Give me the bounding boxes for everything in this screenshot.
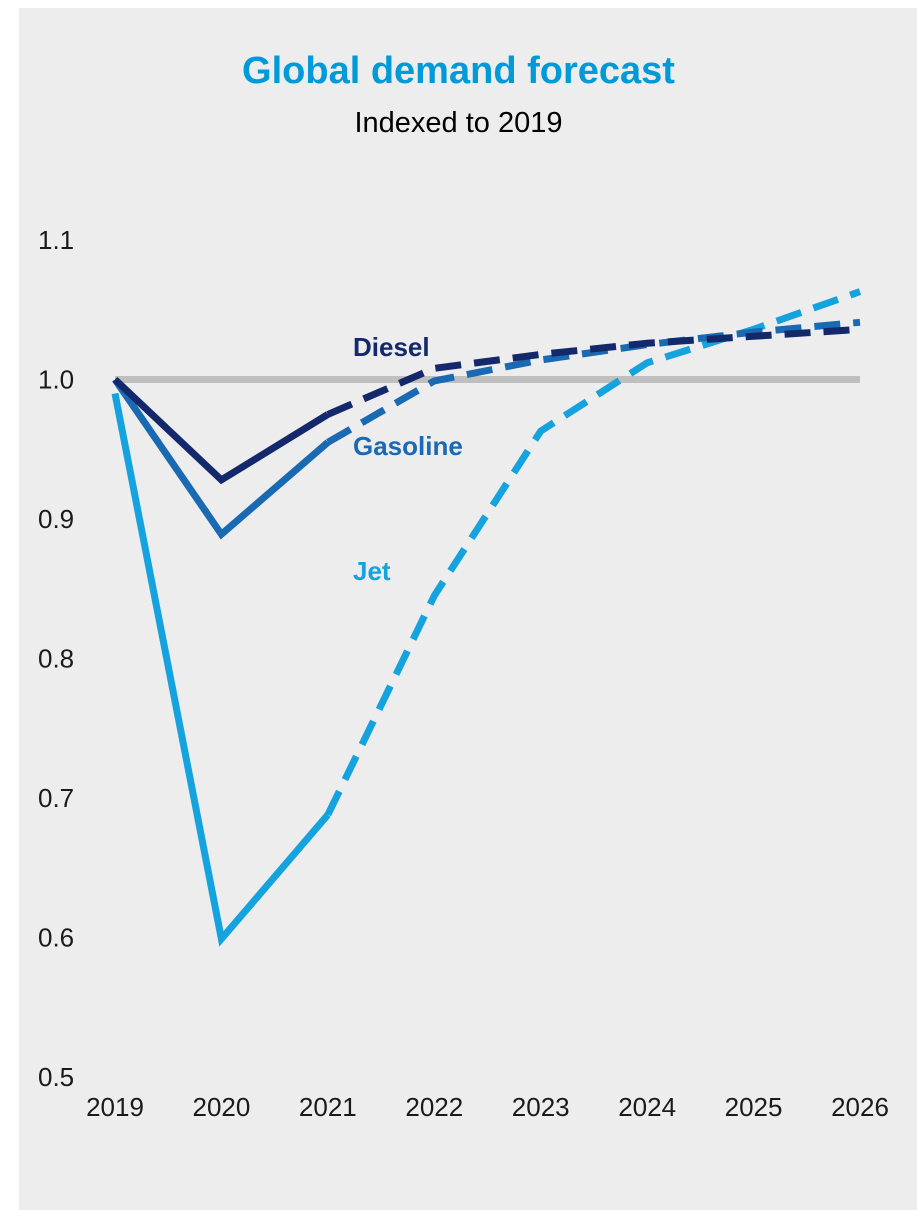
gasoline-line-actual: [112, 377, 331, 540]
x-tick-label: 2022: [405, 1092, 463, 1122]
series-label-diesel: Diesel: [353, 332, 430, 362]
y-axis-ticks: 0.5 0.6 0.7 0.8 0.9 1.0 1.1: [38, 225, 74, 1092]
x-axis-ticks: 2019 2020 2021 2022 2023 2024 2025 2026: [86, 1092, 889, 1122]
series-label-layer: Diesel Gasoline Jet: [353, 332, 463, 586]
diesel-line-actual: [112, 376, 330, 485]
y-tick-label: 0.5: [38, 1062, 74, 1092]
x-tick-label: 2026: [831, 1092, 889, 1122]
chart-title: Global demand forecast: [242, 50, 675, 92]
jet-line-forecast: [324, 288, 862, 817]
y-tick-label: 0.8: [38, 644, 74, 674]
y-tick-label: 0.9: [38, 504, 74, 534]
y-tick-label: 0.7: [38, 783, 74, 813]
series-label-gasoline: Gasoline: [353, 431, 463, 461]
x-tick-label: 2019: [86, 1092, 144, 1122]
diesel-line-forecast: [326, 325, 861, 418]
x-tick-label: 2021: [299, 1092, 357, 1122]
jet-line-actual: [111, 392, 331, 947]
x-tick-label: 2025: [725, 1092, 783, 1122]
chart-background: [19, 8, 917, 1210]
x-tick-label: 2020: [193, 1092, 251, 1122]
y-tick-label: 1.0: [38, 365, 74, 395]
x-tick-label: 2024: [618, 1092, 676, 1122]
series-label-jet: Jet: [353, 556, 391, 586]
chart-subtitle: Indexed to 2019: [354, 107, 563, 139]
x-tick-label: 2023: [512, 1092, 570, 1122]
y-tick-label: 1.1: [38, 225, 74, 255]
series-layer: [111, 288, 862, 947]
y-tick-label: 0.6: [38, 923, 74, 953]
